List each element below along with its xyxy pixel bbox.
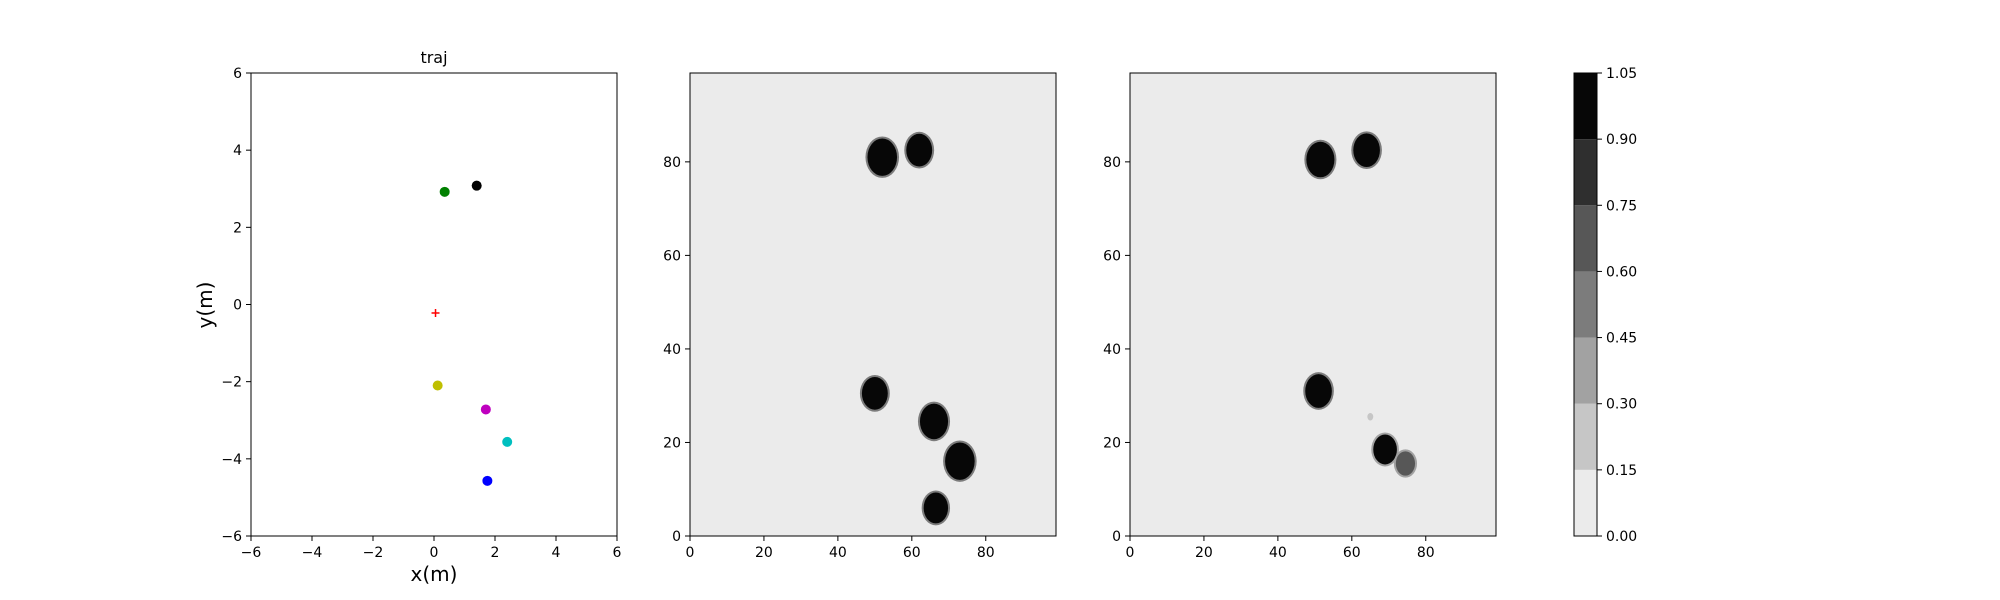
map-2-frame	[1129, 72, 1497, 537]
traj-xtick-label: 0	[430, 545, 439, 561]
traj-ytick-label: 2	[233, 220, 242, 236]
map-panel-1: 0 20 40 60 80 0 20 40 60 80	[663, 72, 1057, 561]
colorbar-tick-label: 0.00	[1606, 529, 1637, 545]
colorbar-tick-label: 0.45	[1606, 331, 1637, 347]
traj-xtick-label: −2	[363, 545, 384, 561]
traj-y-axis: −6 −4 −2 0 2 4 6	[221, 66, 251, 545]
map-2-xtick-label: 60	[1343, 545, 1361, 561]
colorbar-bands	[1574, 73, 1597, 536]
map-1-xtick-label: 20	[755, 545, 773, 561]
obstacle-blob	[867, 138, 898, 176]
map-2-ytick-label: 40	[1103, 342, 1121, 358]
traj-ytick-label: −2	[221, 375, 242, 391]
scatter-point	[439, 186, 450, 197]
map-1-ytick-label: 40	[663, 342, 681, 358]
obstacle-blob	[1367, 413, 1374, 421]
map-2-xtick-label: 40	[1269, 545, 1287, 561]
map-1-obstacles	[859, 131, 977, 526]
traj-ytick-label: −6	[221, 529, 242, 545]
traj-xtick-label: 6	[613, 545, 622, 561]
map-2-ytick-label: 20	[1103, 435, 1121, 451]
map-1-ytick-label: 0	[672, 529, 681, 545]
map-1-x-axis: 0 20 40 60 80	[686, 536, 995, 561]
obstacle-blob	[861, 376, 888, 410]
obstacle-blob	[1353, 133, 1380, 168]
traj-points	[431, 180, 513, 486]
traj-x-axis: −6 −4 −2 0 2 4 6	[241, 536, 622, 561]
obstacle-blob	[1306, 141, 1335, 178]
map-2-xtick-label: 0	[1126, 545, 1135, 561]
colorbar-band	[1574, 469, 1597, 536]
map-1-ytick-label: 60	[663, 248, 681, 264]
map-1-y-axis: 0 20 40 60 80	[663, 155, 690, 545]
map-2-x-axis: 0 20 40 60 80	[1126, 536, 1435, 561]
map-2-xtick-label: 80	[1417, 545, 1435, 561]
map-2-obstacles	[1303, 131, 1418, 478]
obstacle-blob	[906, 133, 933, 167]
traj-xtick-label: 4	[552, 545, 561, 561]
colorbar-tick-label: 0.30	[1606, 397, 1637, 413]
colorbar-tick-label: 0.90	[1606, 132, 1637, 148]
colorbar-band	[1574, 205, 1597, 272]
colorbar-tick-label: 1.05	[1606, 66, 1637, 82]
colorbar-band	[1574, 271, 1597, 338]
colorbar-tick-label: 0.60	[1606, 264, 1637, 280]
scatter-point	[480, 404, 491, 415]
traj-xtick-label: −6	[241, 545, 262, 561]
obstacle-blob	[919, 403, 949, 440]
scatter-point	[432, 380, 443, 391]
traj-title: traj	[420, 48, 447, 67]
colorbar-axis: 0.00 0.15 0.30 0.45 0.60 0.75 0.90 1.05	[1597, 66, 1637, 545]
map-2-ytick-label: 0	[1112, 529, 1121, 545]
traj-ytick-label: 4	[233, 143, 242, 159]
scatter-point-marker	[431, 308, 440, 317]
map-1-xtick-label: 80	[977, 545, 995, 561]
scatter-point	[482, 475, 493, 486]
traj-plot-area	[250, 72, 618, 537]
traj-xtick-label: 2	[491, 545, 500, 561]
colorbar-band	[1574, 139, 1597, 206]
obstacle-blob	[1373, 434, 1397, 465]
map-panel-2: 0 20 40 60 80 0 20 40 60 80	[1103, 72, 1497, 561]
scatter-point	[471, 180, 482, 191]
scatter-point	[502, 436, 513, 447]
obstacle-blob	[1395, 451, 1416, 476]
map-1-xtick-label: 60	[903, 545, 921, 561]
map-2-y-axis: 0 20 40 60 80	[1103, 155, 1130, 545]
obstacle-blob	[1305, 374, 1332, 408]
traj-xtick-label: −4	[302, 545, 323, 561]
traj-ytick-label: 6	[233, 66, 242, 82]
map-2-ytick-label: 80	[1103, 155, 1121, 171]
colorbar: 0.00 0.15 0.30 0.45 0.60 0.75 0.90 1.05	[1573, 66, 1637, 545]
traj-xlabel: x(m)	[411, 562, 458, 586]
colorbar-band	[1574, 403, 1597, 470]
map-1-frame	[689, 72, 1057, 537]
map-2-xtick-label: 20	[1195, 545, 1213, 561]
map-1-ytick-label: 20	[663, 435, 681, 451]
map-2-ytick-label: 60	[1103, 248, 1121, 264]
colorbar-tick-label: 0.15	[1606, 463, 1637, 479]
colorbar-tick-label: 0.75	[1606, 198, 1637, 214]
traj-panel: traj −6 −4 −2 0 2 4 6 −6 −4 −2 0 2 4 6 x(m) y(m)	[193, 48, 622, 586]
obstacle-blob	[945, 442, 975, 480]
map-1-xtick-label: 40	[829, 545, 847, 561]
traj-ytick-label: −4	[221, 452, 242, 468]
colorbar-band	[1574, 73, 1597, 140]
traj-ytick-label: 0	[233, 298, 242, 314]
traj-ylabel: y(m)	[193, 282, 217, 329]
colorbar-band	[1574, 337, 1597, 404]
obstacle-blob	[923, 492, 949, 524]
map-1-ytick-label: 80	[663, 155, 681, 171]
map-1-xtick-label: 0	[686, 545, 695, 561]
colorbar-frame	[1573, 72, 1598, 537]
